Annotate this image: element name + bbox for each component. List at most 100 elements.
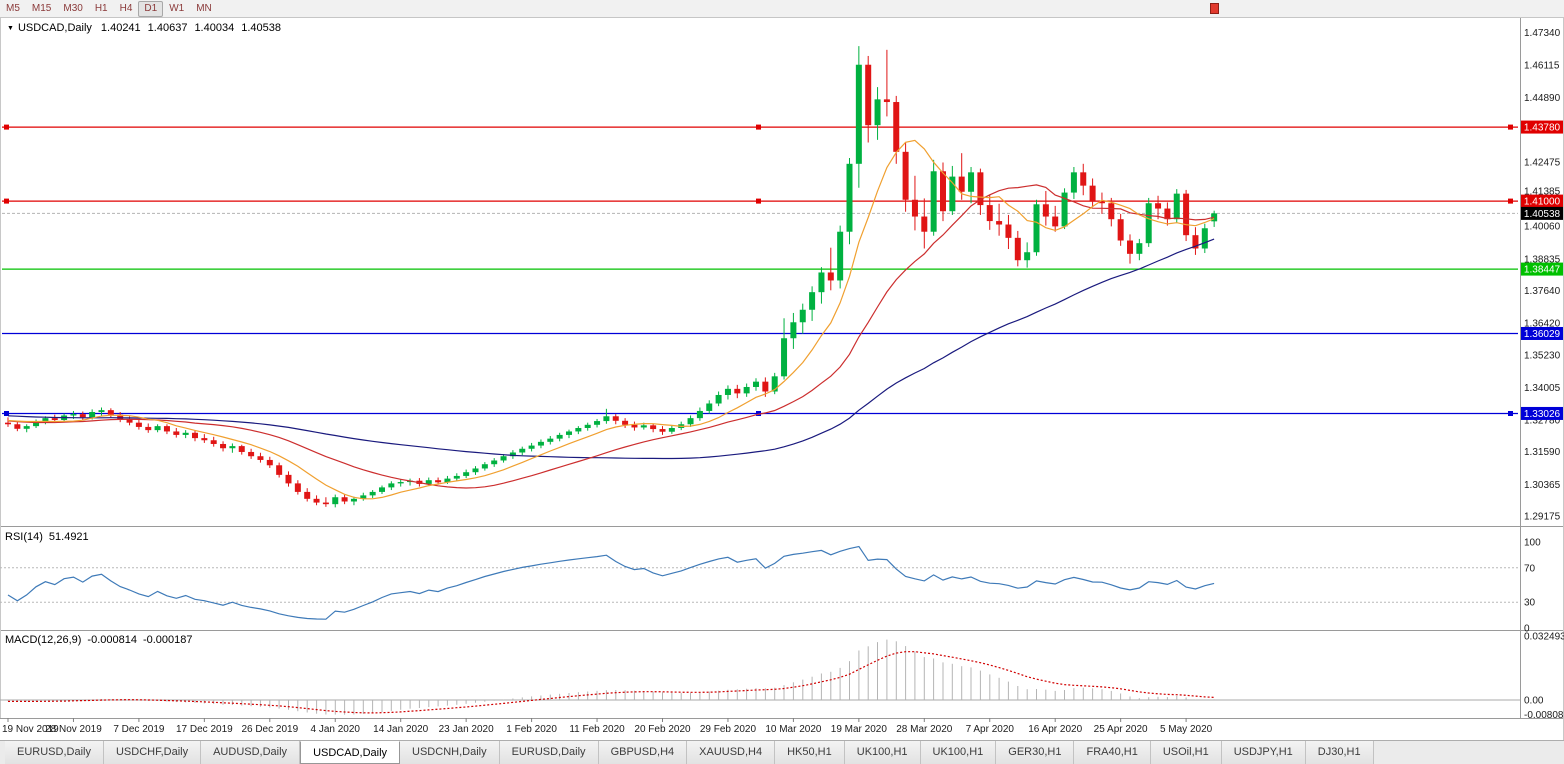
svg-text:1.46115: 1.46115: [1524, 60, 1560, 71]
price-axis: 1.47340 1.46115 1.44890 1.42475 1.41385 1.400…: [1524, 28, 1561, 523]
svg-text:1.40060: 1.40060: [1524, 222, 1561, 233]
svg-text:1.36029: 1.36029: [1524, 329, 1561, 340]
date-label: 4 Jan 2020: [311, 724, 361, 735]
date-label: 19 Mar 2020: [831, 724, 888, 735]
hline-1-43780[interactable]: [2, 124, 1518, 130]
timeframe-toolbar: M5 M15 M30 H1 H4 D1 W1 MN: [0, 0, 1564, 18]
chart-tab-gbpusd-h4[interactable]: GBPUSD,H4: [598, 741, 688, 764]
timeframe-button-m5[interactable]: M5: [0, 1, 26, 17]
red-indicator-icon[interactable]: [1210, 3, 1219, 14]
date-label: 28 Mar 2020: [896, 724, 953, 735]
svg-text:1.29175: 1.29175: [1524, 512, 1561, 523]
svg-text:0: 0: [1524, 624, 1530, 635]
svg-text:1.32780: 1.32780: [1524, 416, 1561, 427]
timeframe-button-h4[interactable]: H4: [114, 1, 139, 17]
chart-tab-ger30-h1[interactable]: GER30,H1: [996, 741, 1075, 764]
chart-symbol-period: USDCAD,Daily: [17, 22, 92, 34]
svg-text:1.42475: 1.42475: [1524, 157, 1561, 168]
chart-tab-usdcnh-daily[interactable]: USDCNH,Daily: [400, 741, 500, 764]
collapse-triangle-icon[interactable]: ▼: [7, 25, 14, 32]
chart-tabs-bar: EURUSD,Daily USDCHF,Daily AUDUSD,Daily USDC…: [0, 740, 1564, 764]
chart-tab-audusd-daily[interactable]: AUDUSD,Daily: [201, 741, 301, 764]
date-label: 5 May 2020: [1160, 724, 1213, 735]
svg-text:1.38447: 1.38447: [1524, 265, 1561, 276]
chart-tab-usdchf-daily[interactable]: USDCHF,Daily: [103, 741, 202, 764]
date-label: 25 Apr 2020: [1094, 724, 1148, 735]
chart-tab-usdjpy-h1[interactable]: USDJPY,H1: [1221, 741, 1306, 764]
current-price-badge: 1.40538: [1521, 206, 1563, 220]
ohlc-close: 1.40538: [241, 22, 281, 34]
svg-text:0.032493: 0.032493: [1524, 632, 1564, 643]
svg-text:1.41385: 1.41385: [1524, 186, 1561, 197]
hline-1-41000[interactable]: [2, 198, 1518, 204]
svg-text:1.38835: 1.38835: [1524, 254, 1561, 265]
rsi-value: 51.4921: [48, 531, 89, 543]
chart-tab-eurusd-daily[interactable]: EURUSD,Daily: [499, 741, 599, 764]
macd-signal-line: [8, 651, 1215, 714]
rsi-line: [7, 545, 1215, 620]
macd-histogram: [7, 639, 1215, 715]
timeframe-button-w1[interactable]: W1: [163, 1, 190, 17]
timeframe-button-d1[interactable]: D1: [138, 0, 164, 17]
svg-text:1.43780: 1.43780: [1524, 123, 1561, 134]
chart-tab-eurusd-daily[interactable]: EURUSD,Daily: [5, 741, 104, 764]
macd-name: MACD(12,26,9): [5, 634, 82, 646]
ohlc-low: 1.40034: [194, 22, 235, 34]
svg-text:1.30365: 1.30365: [1524, 480, 1561, 491]
chart-tab-uk100-h1[interactable]: UK100,H1: [844, 741, 921, 764]
chart-tab-fra40-h1[interactable]: FRA40,H1: [1074, 741, 1151, 764]
rsi-panel: 100 70 30 0: [0, 538, 1541, 635]
chart-tab-usdcad-daily[interactable]: USDCAD,Daily: [300, 741, 401, 764]
svg-text:0.00: 0.00: [1524, 696, 1544, 707]
date-label: 10 Mar 2020: [765, 724, 822, 735]
svg-text:1.47340: 1.47340: [1524, 28, 1561, 39]
ohlc-open: 1.40241: [100, 22, 141, 34]
chart-area: 1.47340 1.46115 1.44890 1.42475 1.41385 1.400…: [0, 18, 1564, 740]
timeframe-button-m30[interactable]: M30: [57, 1, 88, 17]
date-label: 26 Dec 2019: [241, 724, 298, 735]
timeframe-buttons: M5 M15 M30 H1 H4 D1 W1 MN: [0, 0, 218, 17]
price-badge-1-36029: 1.36029: [1521, 326, 1563, 340]
macd-panel: 0.032493 0.00 -0.008086: [0, 632, 1564, 721]
timeframe-button-m15[interactable]: M15: [26, 1, 57, 17]
svg-text:1.34005: 1.34005: [1524, 383, 1561, 394]
date-label: 19 Nov 2019: [2, 724, 59, 735]
ma-medium-line: [7, 184, 1215, 489]
svg-text:100: 100: [1524, 538, 1541, 549]
ohlc-high: 1.40637: [147, 22, 188, 34]
ma-fast-line: [7, 139, 1215, 500]
timeframe-button-h1[interactable]: H1: [89, 1, 114, 17]
price-badge-1-41000: 1.41000: [1521, 194, 1563, 208]
svg-text:1.41000: 1.41000: [1524, 197, 1561, 208]
chart-tab-dj30-h1[interactable]: DJ30,H1: [1305, 741, 1374, 764]
chart-tab-usoil-h1[interactable]: USOil,H1: [1150, 741, 1222, 764]
date-label: 23 Jan 2020: [439, 724, 494, 735]
candles-layer: [5, 46, 1218, 508]
price-badge-1-43780: 1.43780: [1521, 120, 1563, 134]
svg-text:30: 30: [1524, 598, 1536, 609]
rsi-indicator-label: RSI(14) 51.4921: [5, 531, 89, 543]
chart-tab-xauusd-h4[interactable]: XAUUSD,H4: [687, 741, 776, 764]
price-badge-1-38447: 1.38447: [1521, 262, 1563, 276]
chart-title: ▼ USDCAD,Daily 1.40241 1.40637 1.40034 1.4053…: [7, 22, 281, 36]
svg-text:1.35230: 1.35230: [1524, 350, 1561, 361]
date-label: 28 Nov 2019: [45, 724, 102, 735]
timeframe-button-mn[interactable]: MN: [190, 1, 218, 17]
svg-text:1.33026: 1.33026: [1524, 409, 1561, 420]
chart-tab-uk100-h1[interactable]: UK100,H1: [920, 741, 997, 764]
price-badge-1-33026: 1.33026: [1521, 406, 1563, 420]
date-label: 20 Feb 2020: [634, 724, 691, 735]
svg-text:1.37640: 1.37640: [1524, 286, 1561, 297]
date-label: 14 Jan 2020: [373, 724, 428, 735]
price-chart-svg: 1.47340 1.46115 1.44890 1.42475 1.41385 1.400…: [0, 18, 1564, 740]
date-label: 7 Apr 2020: [966, 724, 1015, 735]
macd-indicator-label: MACD(12,26,9) -0.000814 -0.000187: [5, 634, 193, 646]
date-label: 17 Dec 2019: [176, 724, 233, 735]
date-label: 16 Apr 2020: [1028, 724, 1082, 735]
date-label: 29 Feb 2020: [700, 724, 757, 735]
svg-text:-0.008086: -0.008086: [1524, 710, 1564, 721]
svg-text:1.40538: 1.40538: [1524, 209, 1561, 220]
svg-text:1.36420: 1.36420: [1524, 319, 1561, 330]
chart-tab-hk50-h1[interactable]: HK50,H1: [775, 741, 845, 764]
